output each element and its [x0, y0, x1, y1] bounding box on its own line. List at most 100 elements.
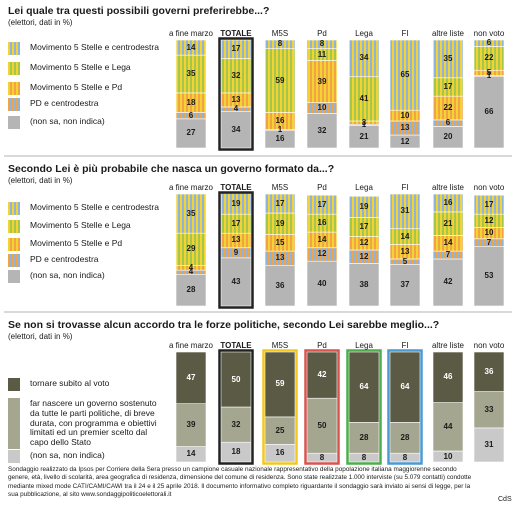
bar-segment	[306, 194, 338, 215]
bar-segment	[264, 39, 296, 49]
data-label: 12	[359, 238, 369, 248]
data-label: 19	[275, 218, 285, 228]
data-label: 18	[186, 97, 196, 107]
data-label: 16	[443, 197, 453, 207]
data-label: 8	[402, 452, 408, 462]
bar-border	[304, 349, 340, 465]
bar-segment	[348, 76, 380, 122]
bar-segment	[473, 39, 505, 47]
data-label: 41	[359, 93, 369, 103]
data-label: 19	[231, 198, 241, 208]
category-label: altre liste	[431, 29, 464, 38]
bar-segment	[306, 397, 338, 454]
legend-label: Movimento 5 Stelle e Lega	[30, 220, 131, 230]
data-label: 44	[443, 421, 453, 431]
bar-border	[218, 37, 254, 151]
data-label: 1	[361, 119, 367, 129]
category-label: altre liste	[431, 341, 464, 350]
data-label: 39	[186, 420, 196, 430]
data-label: 35	[443, 53, 453, 63]
legend-label: far nascere un governo sostenuto da tutt…	[30, 398, 157, 448]
bar-border	[262, 349, 298, 465]
category-label: non voto	[473, 183, 505, 192]
data-label: 6	[188, 110, 194, 120]
bar-segment	[389, 264, 421, 307]
data-label: 9	[233, 247, 239, 257]
data-label: 14	[317, 234, 327, 244]
category-label: TOTALE	[220, 341, 252, 350]
data-label: 50	[231, 374, 241, 384]
data-label: 13	[231, 235, 241, 245]
bar-segment	[389, 422, 421, 454]
data-label: 10	[317, 103, 327, 113]
bar-segment	[348, 422, 380, 454]
bar-segment	[306, 351, 338, 399]
data-label: 42	[443, 277, 453, 287]
data-label: 7	[486, 237, 492, 247]
data-label: 10	[400, 110, 410, 120]
data-label: 35	[186, 69, 196, 79]
data-label: 22	[484, 53, 494, 63]
bar-segment	[432, 402, 464, 452]
bar-segment	[306, 113, 338, 149]
bar-segment	[175, 232, 207, 266]
bar-segment	[264, 48, 296, 113]
category-label: Lega	[355, 341, 373, 350]
data-label: 25	[275, 425, 285, 435]
legend-swatch	[8, 398, 20, 449]
data-label: 14	[186, 42, 196, 52]
bar-segment	[473, 351, 505, 392]
data-label: 17	[231, 218, 241, 228]
data-label: 21	[359, 131, 369, 141]
bar-border	[387, 349, 423, 465]
data-label: 7	[445, 250, 451, 260]
data-label: 8	[277, 39, 283, 49]
data-label: 36	[484, 366, 494, 376]
bar-segment	[264, 265, 296, 307]
legend-swatch	[8, 238, 20, 251]
data-label: 16	[275, 448, 285, 458]
bar-segment	[306, 39, 338, 49]
data-label: 64	[359, 382, 369, 392]
category-label: non voto	[473, 29, 505, 38]
data-label: 34	[231, 124, 241, 134]
bar-border	[218, 191, 254, 309]
data-label: 13	[231, 94, 241, 104]
legend-label: (non sa, non indica)	[30, 270, 105, 280]
data-label: 22	[443, 103, 453, 113]
bar-segment	[264, 351, 296, 418]
data-label: 12	[400, 136, 410, 146]
data-label: 32	[317, 125, 327, 135]
legend-swatch	[8, 202, 20, 215]
data-label: 28	[359, 432, 369, 442]
data-label: 64	[400, 382, 410, 392]
data-label: 5	[402, 256, 408, 266]
data-label: 59	[275, 75, 285, 85]
category-label: FI	[401, 29, 409, 38]
data-label: 16	[275, 116, 285, 125]
data-label: 10	[443, 451, 453, 461]
legend-label: Movimento 5 Stelle e Pd	[30, 238, 123, 248]
data-label: 36	[275, 280, 285, 290]
category-label: TOTALE	[220, 183, 252, 192]
section-title: Se non si trovasse alcun accordo tra le …	[8, 319, 440, 331]
bar-segment	[220, 406, 252, 443]
data-label: 5	[486, 67, 492, 77]
category-label: Pd	[317, 183, 327, 192]
section-subtitle: (elettori, dati in %)	[8, 176, 73, 185]
data-label: 1	[277, 125, 283, 135]
data-label: 6	[486, 38, 492, 48]
data-label: 8	[319, 39, 325, 49]
data-label: 17	[317, 199, 327, 209]
data-label: 28	[186, 285, 196, 295]
data-label: 3	[361, 117, 367, 127]
data-label: 17	[231, 44, 241, 54]
data-label: 50	[317, 420, 327, 430]
data-label: 17	[443, 81, 453, 91]
legend-label: Movimento 5 Stelle e Pd	[30, 82, 123, 92]
data-label: 12	[317, 249, 327, 259]
legend-swatch	[8, 42, 20, 55]
data-label: 46	[443, 372, 453, 382]
